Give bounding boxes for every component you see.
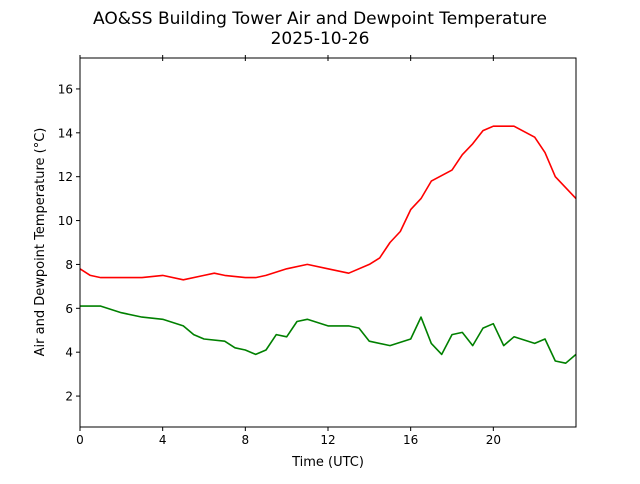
series-line-dewpoint-temperature xyxy=(80,305,577,365)
y-tick-label: 8 xyxy=(65,258,73,272)
y-tick-label: 10 xyxy=(58,214,73,228)
series-layer xyxy=(79,125,577,365)
x-tick-label: 12 xyxy=(320,433,335,447)
y-tick-label: 14 xyxy=(58,126,73,140)
chart-subtitle: 2025-10-26 xyxy=(271,29,370,49)
y-tick-label: 12 xyxy=(58,170,73,184)
y-axis-label: Air and Dewpoint Temperature (°C) xyxy=(33,128,48,357)
x-tick-label: 8 xyxy=(242,433,250,447)
x-tick-label: 0 xyxy=(76,433,84,447)
y-tick-label: 16 xyxy=(58,82,73,96)
x-tick-label: 20 xyxy=(486,433,501,447)
x-axis-label: Time (UTC) xyxy=(291,455,364,470)
y-tick-label: 4 xyxy=(65,346,73,360)
plot-frame xyxy=(79,57,577,428)
x-tick-label: 16 xyxy=(403,433,418,447)
x-tick-label: 4 xyxy=(159,433,167,447)
series-line-air-temperature xyxy=(79,125,577,281)
y-tick-label: 6 xyxy=(65,302,73,316)
y-tick-label: 2 xyxy=(65,390,73,404)
chart-title: AO&SS Building Tower Air and Dewpoint Te… xyxy=(93,9,547,29)
